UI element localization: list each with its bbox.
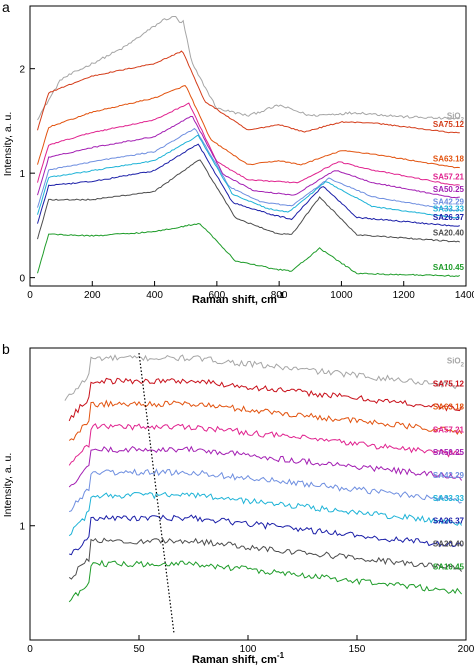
- series-label-SA33.33: SA33.33: [433, 494, 465, 503]
- series-line-SA20.40: [68, 537, 462, 580]
- x-tick-label: 800: [271, 290, 288, 301]
- y-tick-label: 1: [19, 169, 25, 180]
- series-line-SA63.18: [37, 85, 460, 169]
- series-label-SA75.12: SA75.12: [433, 120, 465, 129]
- x-tick-label: 200: [458, 644, 474, 655]
- series-line-SiO2: [64, 354, 462, 401]
- series-line-SiO2: [37, 16, 460, 121]
- series-line-SA57.21: [68, 423, 462, 466]
- plot-frame: [29, 5, 467, 287]
- series-label-SA10.45: SA10.45: [433, 263, 465, 272]
- plot-frame: [29, 347, 467, 641]
- series-line-SA33.33: [37, 134, 460, 219]
- x-tick-label: 1200: [393, 290, 416, 301]
- x-tick-label: 200: [84, 290, 101, 301]
- x-tick-label: 150: [349, 644, 366, 655]
- series-label-SA50.25: SA50.25: [433, 448, 465, 457]
- peak-shift-guide-line: [138, 353, 175, 633]
- x-tick-label: 50: [133, 644, 145, 655]
- series-label-SA20.40: SA20.40: [433, 540, 465, 549]
- y-tick-label: 1: [19, 522, 25, 533]
- x-tick-label: 400: [146, 290, 163, 301]
- panel-a-xlabel: Raman shift, cm-1: [192, 291, 285, 306]
- series-label-SA57.21: SA57.21: [433, 425, 465, 434]
- series-label-SA20.40: SA20.40: [433, 229, 465, 238]
- y-tick-label: 0: [19, 274, 25, 285]
- series-label-SA26.37: SA26.37: [433, 213, 465, 222]
- x-tick-label: 600: [209, 290, 226, 301]
- panel-a-ylabel: Intensity, a. u.: [2, 112, 14, 177]
- series-label-SA26.37: SA26.37: [433, 517, 465, 526]
- series-line-SA26.37: [37, 143, 460, 227]
- panel-b-ylabel: Intensity, a. u.: [2, 453, 14, 518]
- series-label-SA63.18: SA63.18: [433, 155, 465, 164]
- series-line-SA50.25: [68, 445, 463, 488]
- y-tick-label: 2: [19, 65, 25, 76]
- series-line-SA20.40: [37, 159, 461, 243]
- series-label-SA57.21: SA57.21: [433, 172, 465, 181]
- series-line-SA10.45: [37, 222, 461, 278]
- series-line-SA75.12: [68, 377, 463, 422]
- panel-b-xlabel: Raman shift, cm-1: [192, 651, 285, 666]
- series-line-SA42.29: [69, 468, 462, 513]
- series-label-SA75.12: SA75.12: [433, 380, 465, 389]
- series-line-SA42.29: [37, 127, 460, 212]
- series-label-SA50.25: SA50.25: [433, 185, 465, 194]
- x-tick-label: 0: [27, 290, 33, 301]
- x-tick-label: 0: [27, 644, 33, 655]
- panel-a-letter: a: [2, 0, 10, 15]
- series-label-SA42.29: SA42.29: [433, 197, 465, 206]
- panel-b-plot: 0 50 100 150 200 1 SiO2 SA75.12 SA63.18 SA57.21 SA…: [19, 347, 474, 655]
- series-label-SA63.18: SA63.18: [433, 402, 465, 411]
- series-line-SA10.45: [68, 559, 462, 603]
- series-line-SA75.12: [37, 50, 460, 134]
- series-line-SA26.37: [69, 514, 462, 556]
- series-label-SiO2: SiO2: [447, 112, 465, 124]
- series-label-SA33.33: SA33.33: [433, 205, 465, 214]
- series-label-SA10.45: SA10.45: [433, 562, 465, 571]
- series-label-SA42.29: SA42.29: [433, 471, 465, 480]
- series-line-SA50.25: [37, 115, 460, 199]
- series-label-SiO2: SiO2: [447, 357, 465, 369]
- series-line-SA57.21: [37, 102, 460, 186]
- x-tick-label: 100: [240, 644, 257, 655]
- series-line-SA63.18: [68, 399, 463, 441]
- series-line-SA33.33: [68, 491, 463, 537]
- x-tick-label: 1000: [330, 290, 353, 301]
- panel-b-letter: b: [2, 341, 10, 357]
